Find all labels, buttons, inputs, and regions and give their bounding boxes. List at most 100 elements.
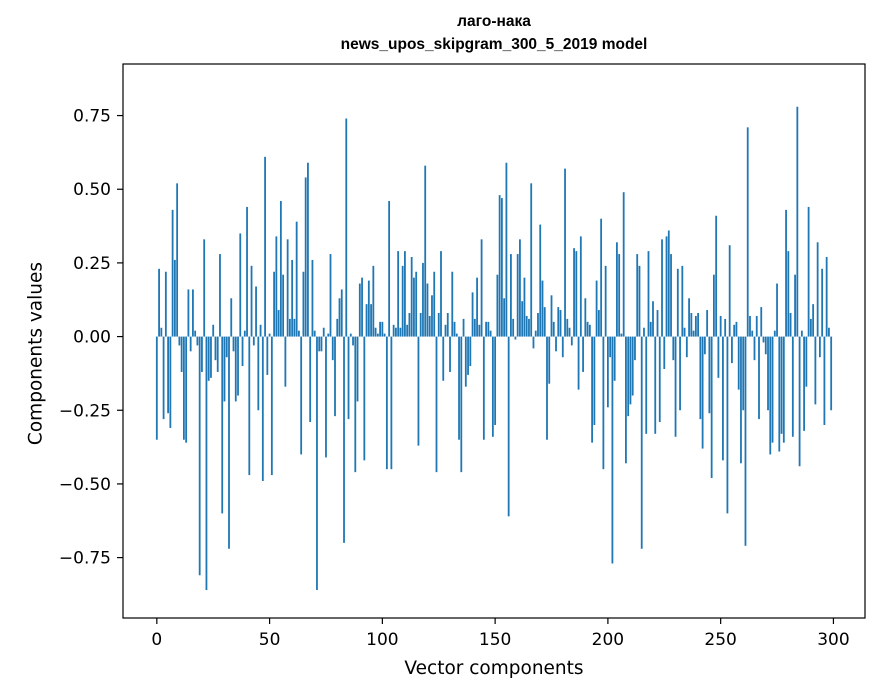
bar bbox=[645, 336, 648, 434]
x-tick-label: 100 bbox=[366, 630, 398, 650]
bar bbox=[591, 336, 593, 443]
bar bbox=[701, 336, 704, 449]
bar bbox=[512, 318, 515, 337]
x-tick-label: 250 bbox=[704, 630, 736, 650]
bar bbox=[523, 277, 526, 337]
bar bbox=[658, 336, 661, 423]
bar bbox=[164, 271, 167, 337]
bar bbox=[746, 127, 749, 337]
bar bbox=[228, 336, 230, 549]
bar bbox=[566, 318, 569, 337]
bar bbox=[543, 307, 546, 337]
bar bbox=[728, 245, 731, 337]
bar bbox=[568, 327, 571, 337]
bar bbox=[744, 336, 747, 546]
bar bbox=[451, 271, 454, 337]
bar bbox=[358, 283, 361, 337]
bar bbox=[577, 336, 580, 390]
bar bbox=[588, 324, 591, 337]
bar bbox=[361, 277, 363, 337]
bar bbox=[546, 336, 548, 440]
bar bbox=[498, 195, 501, 337]
bar bbox=[394, 327, 397, 337]
bar bbox=[406, 324, 409, 337]
bar bbox=[302, 271, 305, 337]
bar bbox=[336, 318, 339, 337]
bar bbox=[270, 336, 273, 476]
bar bbox=[519, 239, 521, 337]
bar bbox=[334, 336, 336, 417]
bar bbox=[482, 336, 485, 440]
bar bbox=[796, 106, 799, 337]
bar bbox=[284, 336, 287, 387]
bar bbox=[670, 254, 672, 337]
bar bbox=[814, 336, 817, 405]
bar bbox=[719, 315, 722, 337]
bar bbox=[203, 239, 206, 337]
bar bbox=[685, 336, 688, 358]
bar bbox=[753, 336, 756, 361]
bar bbox=[176, 183, 179, 337]
bar bbox=[717, 336, 720, 378]
bar bbox=[688, 298, 690, 337]
bar bbox=[593, 336, 596, 425]
bar bbox=[415, 271, 418, 337]
bar bbox=[259, 324, 262, 337]
bar bbox=[399, 327, 402, 337]
y-tick-label: 0.25 bbox=[73, 254, 111, 274]
bar bbox=[210, 336, 212, 378]
bar bbox=[561, 336, 564, 358]
bar bbox=[816, 242, 819, 337]
bar bbox=[625, 336, 627, 464]
bar bbox=[602, 336, 605, 470]
bar bbox=[155, 336, 158, 440]
bar bbox=[825, 257, 828, 337]
bar bbox=[800, 330, 803, 337]
bar bbox=[404, 251, 406, 337]
bar bbox=[279, 201, 282, 337]
bar bbox=[379, 321, 381, 337]
bar bbox=[794, 274, 796, 337]
bar bbox=[273, 271, 275, 337]
bar bbox=[464, 336, 467, 387]
bar bbox=[787, 251, 790, 337]
bar bbox=[201, 336, 203, 372]
bar bbox=[809, 318, 812, 337]
bar bbox=[266, 336, 269, 375]
bar bbox=[295, 221, 298, 337]
bar bbox=[582, 336, 584, 372]
bar bbox=[818, 336, 821, 358]
bar bbox=[586, 321, 589, 337]
bar bbox=[363, 336, 366, 461]
bar bbox=[275, 236, 278, 337]
bar bbox=[446, 313, 449, 337]
bar bbox=[372, 265, 375, 337]
y-tick-label: −0.75 bbox=[59, 549, 111, 569]
bar bbox=[735, 321, 738, 337]
bar bbox=[740, 336, 742, 464]
bar bbox=[600, 218, 603, 337]
bar bbox=[261, 336, 264, 481]
bar bbox=[697, 313, 699, 337]
y-axis-ticks: −0.75 −0.50 −0.25 0.00 0.25 0.50 0.75 bbox=[59, 107, 123, 569]
bar bbox=[388, 201, 391, 337]
bar bbox=[169, 336, 172, 428]
bar bbox=[656, 310, 659, 337]
bar bbox=[638, 265, 641, 337]
bar bbox=[221, 336, 224, 514]
bar bbox=[611, 336, 614, 564]
bar bbox=[789, 313, 792, 337]
bar bbox=[667, 230, 670, 337]
bar bbox=[158, 268, 160, 337]
bar bbox=[471, 292, 474, 337]
bar bbox=[255, 286, 257, 337]
bar bbox=[293, 318, 296, 337]
chart-subtitle: news_upos_skipgram_300_5_2019 model bbox=[340, 36, 648, 53]
bar bbox=[606, 336, 609, 408]
bar bbox=[352, 336, 354, 346]
bar bbox=[476, 277, 478, 337]
bar bbox=[162, 336, 165, 420]
bar bbox=[205, 336, 208, 591]
bar bbox=[613, 336, 616, 381]
bar bbox=[773, 330, 776, 337]
